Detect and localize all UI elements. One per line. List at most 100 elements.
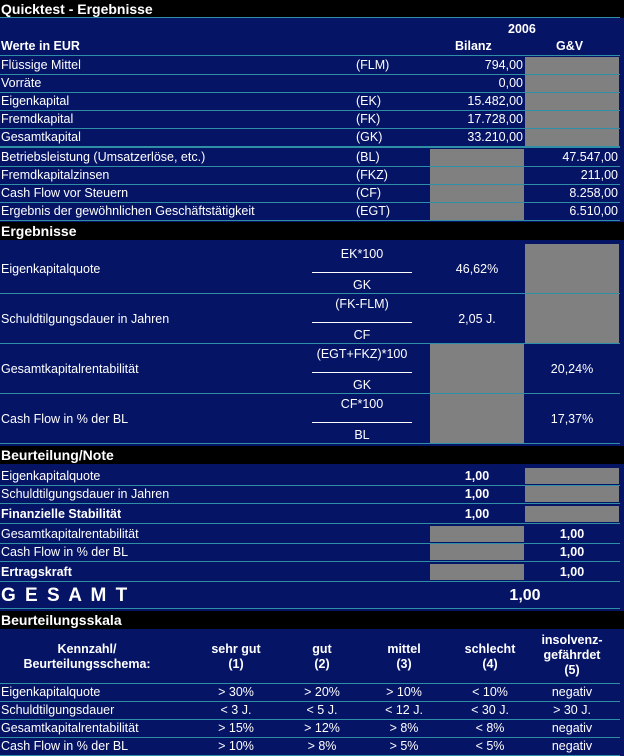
skala-row-label: Eigenkapitalquote [1,685,101,699]
input-code: (FLM) [356,58,390,72]
input-code: (CF) [356,186,381,200]
skala-value: > 10% [218,739,254,753]
row-separator [0,581,620,582]
row-separator [0,543,620,544]
row-separator [0,608,620,609]
bilanz-grade: 1,00 [464,507,490,521]
fraction-line [312,422,412,423]
bilanz-grey-cell [430,149,524,166]
skala-value: > 10% [386,685,422,699]
ratio-numerator: (EGT+FKZ)*100 [316,347,408,361]
row-separator [0,146,620,147]
row-separator [0,503,620,504]
ratio-denominator: BL [354,428,370,442]
input-label: Gesamtkapital [1,130,81,144]
skala-value: < 10% [472,685,508,699]
row-separator [0,701,620,702]
guv-value[interactable]: 8.258,00 [569,186,618,200]
ratio-numerator: EK*100 [340,247,384,261]
skala-col-header: gefährdet [543,648,601,662]
skala-value: negativ [551,721,593,735]
guv-grey-cell [525,75,619,92]
bilanz-value[interactable]: 794,00 [484,58,523,72]
skala-value: negativ [551,685,593,699]
gesamt-label: G E S A M T [1,585,130,606]
ratio-denominator: GK [352,378,372,392]
bilanz-value[interactable]: 15.482,00 [467,94,523,108]
bilanz-result: 2,05 J. [458,312,496,326]
guv-grey-cell [525,486,619,502]
fraction-line [312,372,412,373]
skala-col-header: mittel [387,642,421,656]
skala-row-label: Cash Flow in % der BL [1,739,129,753]
guv-grey-cell [525,93,619,110]
bilanz-value[interactable]: 0,00 [498,76,523,90]
bilanz-grey-cell [430,394,524,443]
row-separator [0,17,620,18]
guv-value[interactable]: 211,00 [580,168,618,182]
ratio-label: Eigenkapitalquote [1,262,101,276]
row-separator [0,184,620,185]
guv-header: G&V [556,39,584,53]
bilanz-grey-cell [430,185,524,202]
row-separator [0,202,620,203]
bilanz-grade: 1,00 [464,469,490,483]
skala-row-label: Schuldtilgungsdauer [1,703,115,717]
input-label: Eigenkapital [1,94,70,108]
guv-grey-cell [525,57,619,74]
row-separator [0,719,620,720]
skala-col-header: (4) [482,657,498,671]
row-separator [0,683,620,684]
guv-value[interactable]: 47.547,00 [562,150,618,164]
values-currency-label: Werte in EUR [1,39,80,53]
skala-value: < 30 J. [471,703,509,717]
skala-value: > 12% [304,721,340,735]
guv-grey-cell [525,244,619,293]
bilanz-value[interactable]: 33.210,00 [467,130,523,144]
fraction-line [312,322,412,323]
guv-grade: 1,00 [559,565,585,579]
skala-col-header: (1) [228,657,244,671]
guv-result: 17,37% [550,412,594,426]
bilanz-grey-cell [430,167,524,184]
guv-value[interactable]: 6.510,00 [569,204,618,218]
input-label: Vorräte [1,76,42,90]
row-separator [0,74,620,75]
row-separator [0,393,620,394]
guv-grey-cell [525,294,619,343]
row-separator [0,523,620,524]
guv-grey-cell [525,506,619,522]
grade-label: Schuldtilgungsdauer in Jahren [1,487,170,501]
row-separator [0,485,620,486]
bilanz-value[interactable]: 17.728,00 [467,112,523,126]
row-separator [0,92,620,93]
row-separator [0,561,620,562]
year-label: 2006 [508,22,536,36]
bilanz-grade: 1,00 [464,487,490,501]
row-separator [0,343,620,344]
row-separator [0,147,620,148]
skala-col-header: schlecht [464,642,516,656]
row-separator [0,443,620,444]
input-code: (GK) [356,130,383,144]
skala-col-header: (5) [564,663,580,677]
input-code: (FK) [356,112,381,126]
skala-col-kennzahl: Beurteilungsschema: [23,657,151,671]
fraction-line [312,272,412,273]
row-separator [0,220,620,221]
ergebnisse-bar: Ergebnisse [0,222,624,240]
skala-value: < 5 J. [306,703,338,717]
input-label: Flüssige Mittel [1,58,81,72]
skala-value: negativ [551,739,593,753]
ratio-numerator: (FK-FLM) [335,297,389,311]
input-code: (FKZ) [356,168,388,182]
beurteilung-bar: Beurteilung/Note [0,446,624,464]
bilanz-header: Bilanz [455,39,492,53]
ratio-denominator: GK [352,278,372,292]
gesamt-value: 1,00 [509,587,541,604]
skala-row-label: Gesamtkapitalrentabilität [1,721,139,735]
grade-label: Ertragskraft [1,565,72,579]
skala-col-header: (2) [314,657,330,671]
skala-value: > 8% [307,739,337,753]
